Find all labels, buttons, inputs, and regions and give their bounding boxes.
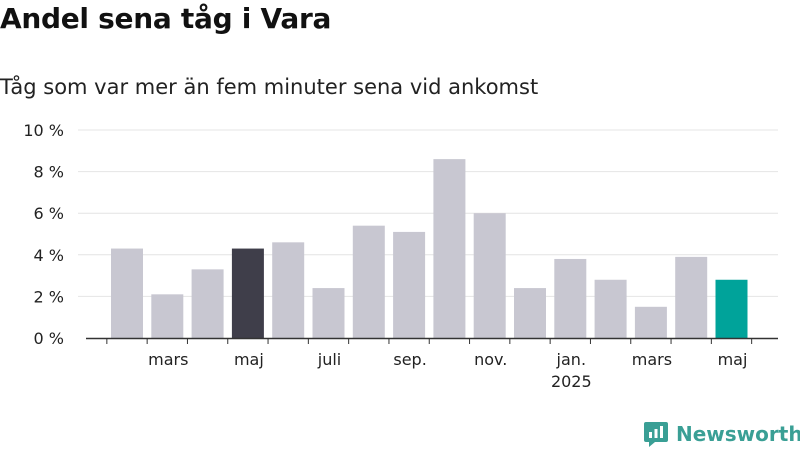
bar [272,242,305,338]
x-tick-label: mars [148,350,188,369]
chart-subtitle: Tåg som var mer än fem minuter sena vid … [0,75,539,99]
chart-title: Andel sena tåg i Vara [0,2,332,35]
bar [312,288,345,338]
newsworthy-logo-icon [644,422,668,447]
bar [675,256,708,338]
bar [111,248,143,338]
y-tick-label: 8 % [34,163,64,182]
brand-name: Newsworthy [676,422,800,446]
bar [514,288,546,338]
x-tick-label: sep. [393,350,426,369]
y-tick-label: 4 % [34,246,64,265]
brand-logo: Newsworthy [643,420,800,448]
bar [554,258,587,338]
bar [594,279,627,338]
x-tick-label: juli [317,350,341,369]
y-tick-label: 2 % [34,287,64,306]
y-tick-label: 10 % [23,121,64,140]
bar [473,213,506,338]
bar [433,159,466,338]
y-tick-label: 6 % [34,204,64,223]
bar [231,248,264,338]
bar [352,225,385,338]
x-tick-label: jan. [556,350,586,369]
y-tick-label: 0 % [34,329,64,348]
x-tick-label: nov. [474,350,507,369]
bar [151,294,184,338]
x-tick-year-label: 2025 [551,372,592,391]
bar [715,279,748,338]
x-tick-label: maj [718,350,748,369]
bar [191,269,224,338]
bar [634,306,667,338]
bar [393,231,426,338]
x-tick-label: maj [234,350,264,369]
x-tick-label: mars [632,350,672,369]
